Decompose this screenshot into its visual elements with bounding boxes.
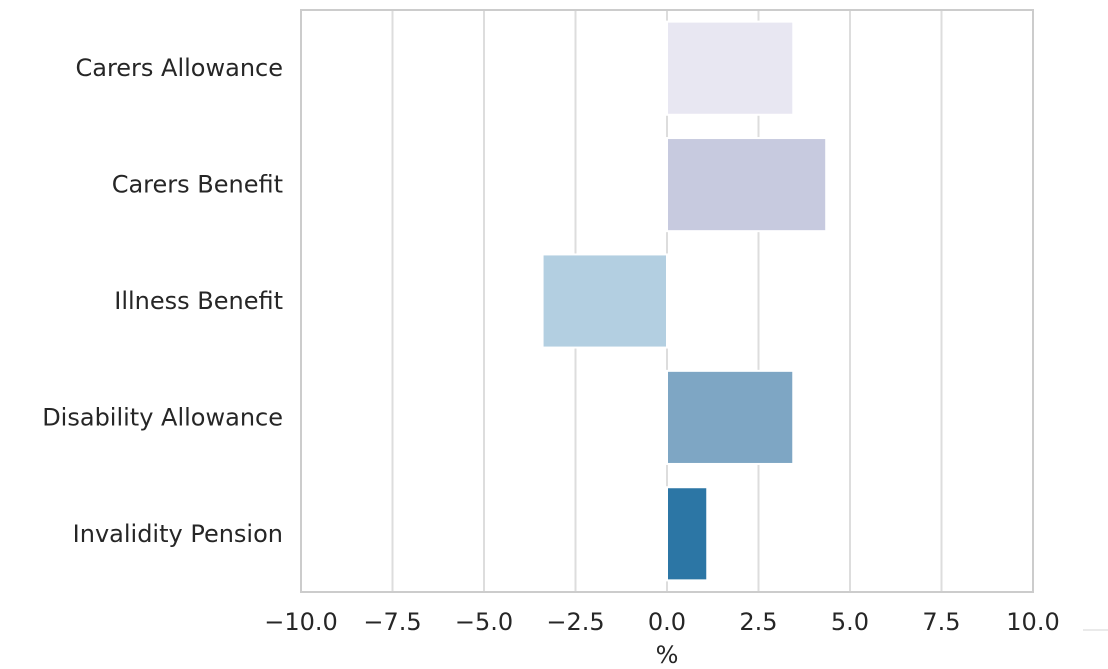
x-tick-label: 2.5 [739,608,777,636]
x-tick-label: −2.5 [546,608,604,636]
category-labels: Carers Allowance Carers Benefit Illness Be… [42,54,283,548]
bars [541,20,828,582]
category-label: Illness Benefit [114,287,283,315]
x-axis-label: % [656,641,679,669]
x-tick-labels: −10.0 −7.5 −5.0 −2.5 0.0 2.5 5.0 7.5 10.0 [264,608,1059,636]
x-tick-label: −5.0 [455,608,513,636]
x-tick-label: −10.0 [264,608,338,636]
category-label: Disability Allowance [42,403,283,431]
x-tick-label: 10.0 [1006,608,1059,636]
bar [666,20,795,116]
x-tick-label: −7.5 [363,608,421,636]
plot-frame [300,9,1034,593]
x-tick-label: 5.0 [831,608,869,636]
category-label: Invalidity Pension [73,520,283,548]
bar [666,137,828,233]
x-tick-label: 7.5 [922,608,960,636]
x-tick-label: 0.0 [648,608,686,636]
category-label: Carers Benefit [112,171,283,199]
bar [541,253,668,349]
bar [666,369,795,465]
category-label: Carers Allowance [75,54,283,82]
bar [666,486,709,582]
